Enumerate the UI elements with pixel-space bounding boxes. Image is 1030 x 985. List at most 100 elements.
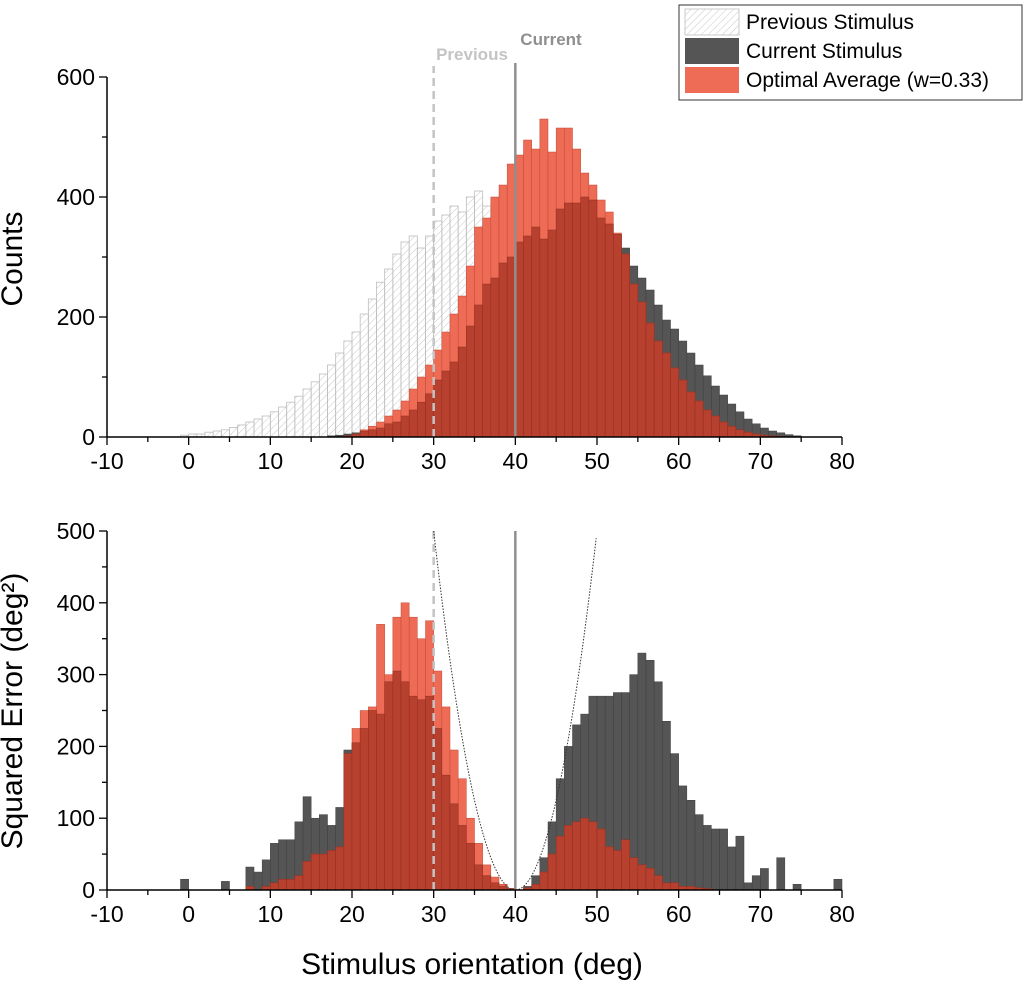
overlap-bar	[408, 695, 418, 891]
histogram-bar	[711, 828, 720, 891]
x-tick-label: -10	[90, 448, 123, 474]
y-tick-label: 100	[57, 805, 95, 831]
overlap-bar	[539, 238, 549, 438]
overlap-bar	[621, 839, 630, 891]
overlap-bar	[564, 825, 573, 891]
overlap-bar	[629, 283, 639, 438]
overlap-bar	[604, 846, 614, 891]
histogram-bar	[294, 395, 304, 438]
current-marker-label: Current	[520, 30, 582, 49]
overlap-bar	[343, 753, 353, 891]
histogram-bar	[237, 424, 247, 438]
overlap-bar	[466, 843, 475, 891]
histogram-bar	[327, 364, 337, 438]
overlap-bar	[392, 421, 402, 438]
histogram-bar	[359, 313, 369, 438]
overlap-bars	[343, 196, 786, 438]
overlap-bar	[441, 774, 451, 891]
overlap-bar	[547, 853, 557, 891]
overlap-bar	[662, 882, 671, 891]
overlap-bar	[359, 430, 369, 438]
histogram-bar	[392, 253, 402, 438]
histogram-bar	[278, 406, 288, 438]
overlap-bar	[547, 229, 557, 438]
overlap-bar	[319, 853, 328, 891]
histogram-bar	[727, 846, 737, 891]
squared-error-curve	[433, 530, 597, 891]
overlap-bar	[327, 850, 336, 891]
overlap-bar	[531, 884, 541, 891]
histogram-bar	[694, 814, 704, 891]
overlap-bar	[490, 882, 500, 891]
histogram-bar	[253, 871, 263, 891]
x-tick-label: 70	[748, 901, 774, 927]
x-tick-label: 70	[748, 448, 774, 474]
histogram-bar	[702, 825, 712, 891]
overlap-bar	[572, 202, 581, 438]
overlap-bar	[645, 868, 655, 891]
histogram-bar	[653, 681, 663, 891]
y-tick-label: 600	[57, 64, 95, 90]
overlap-bar	[335, 846, 345, 891]
histogram-bar	[645, 659, 655, 891]
x-tick-label: 10	[258, 901, 284, 927]
overlap-bar	[449, 803, 459, 891]
histogram-bar	[229, 426, 239, 438]
overlap-bar	[702, 409, 712, 438]
legend-label-previous: Previous Stimulus	[746, 11, 914, 34]
histogram-bar	[253, 418, 263, 438]
histogram-bar	[376, 281, 386, 438]
squared-error-axis-label: Squared Error (deg²)	[0, 573, 29, 850]
x-tick-label: 80	[829, 448, 855, 474]
overlap-bar	[523, 235, 532, 438]
overlap-bar	[588, 821, 598, 891]
previous-marker-label: Previous	[436, 45, 508, 64]
y-tick-label: 200	[57, 733, 95, 759]
legend: Previous Stimulus Current Stimulus Optim…	[678, 4, 1023, 101]
overlap-bar	[539, 871, 549, 891]
overlap-bar	[604, 223, 614, 438]
overlap-bar	[596, 828, 606, 891]
overlap-bar	[588, 199, 598, 438]
x-tick-label: 50	[584, 448, 610, 474]
x-tick-label: 30	[421, 448, 447, 474]
histogram-bar	[735, 835, 745, 891]
histogram-bar	[261, 415, 271, 438]
histogram-bar	[760, 868, 769, 891]
overlap-bar	[719, 421, 728, 438]
histogram-bar	[180, 878, 189, 891]
overlap-bar	[278, 878, 287, 891]
overlap-bar	[621, 253, 630, 438]
overlap-bar	[670, 882, 679, 891]
overlap-bar	[694, 400, 704, 438]
histogram-bar	[743, 882, 753, 891]
overlap-bar	[449, 361, 459, 438]
overlap-bar	[441, 370, 451, 438]
overlap-bar	[384, 681, 394, 891]
overlap-bar	[294, 875, 304, 891]
overlap-bar	[613, 233, 622, 438]
overlap-bar	[645, 322, 655, 438]
histogram-bar	[212, 430, 222, 438]
overlap-bar	[474, 304, 483, 438]
overlap-bar	[417, 699, 426, 891]
overlap-bar	[498, 262, 508, 438]
overlap-bar	[629, 857, 639, 891]
overlap-bar	[686, 391, 696, 438]
overlap-bar	[310, 853, 320, 891]
x-tick-label: 40	[503, 901, 529, 927]
overlap-bar	[555, 835, 565, 891]
histogram-bar	[776, 857, 786, 891]
error-markers	[432, 531, 517, 890]
histogram-bar	[220, 429, 230, 438]
x-tick-label: 0	[182, 448, 195, 474]
histogram-bar	[310, 381, 320, 438]
overlap-bar	[482, 875, 492, 891]
histogram-bar	[269, 411, 279, 438]
histogram-bar	[318, 373, 328, 438]
overlap-bar	[408, 409, 418, 438]
overlap-bar	[482, 283, 492, 438]
